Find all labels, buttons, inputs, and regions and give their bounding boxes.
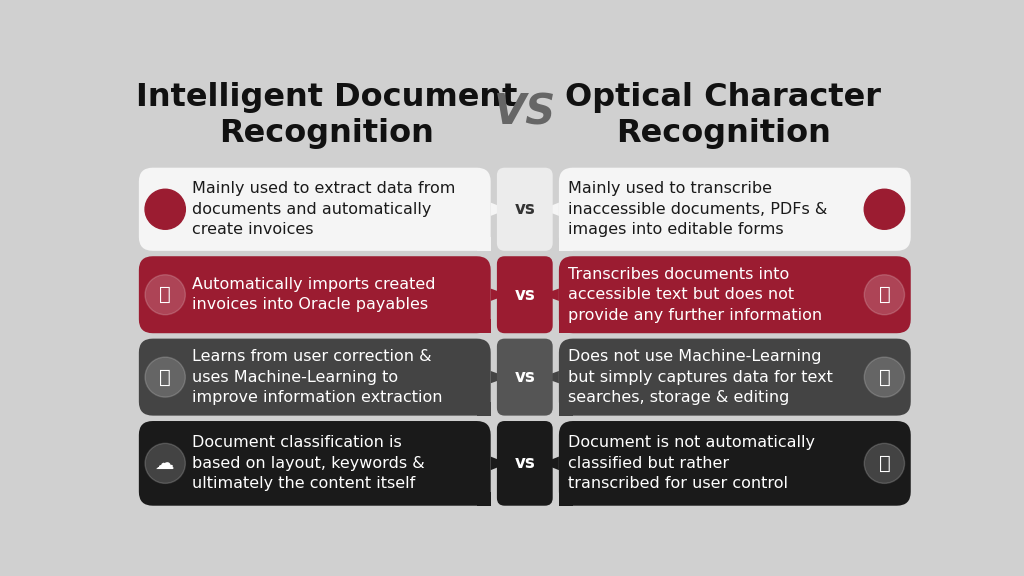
Text: 🗂: 🗂 <box>879 285 890 304</box>
Polygon shape <box>542 457 559 470</box>
Polygon shape <box>542 203 559 216</box>
FancyBboxPatch shape <box>139 256 490 334</box>
Polygon shape <box>490 203 508 216</box>
Circle shape <box>864 190 904 229</box>
Text: Transcribes documents into
accessible text but does not
provide any further info: Transcribes documents into accessible te… <box>568 267 822 323</box>
Text: 📄: 📄 <box>879 200 890 219</box>
Text: Automatically imports created
invoices into Oracle payables: Automatically imports created invoices i… <box>191 277 435 312</box>
Text: 💻: 💻 <box>160 367 171 386</box>
Polygon shape <box>490 289 508 301</box>
Circle shape <box>145 357 185 397</box>
Text: vs: vs <box>514 454 536 472</box>
FancyBboxPatch shape <box>497 421 553 506</box>
Circle shape <box>145 275 185 314</box>
Text: vs: vs <box>514 286 536 304</box>
Text: 📋: 📋 <box>160 200 171 219</box>
Bar <box>477 402 490 416</box>
FancyBboxPatch shape <box>559 256 910 334</box>
Text: vs: vs <box>514 200 536 218</box>
FancyBboxPatch shape <box>139 168 490 251</box>
Text: Does not use Machine-Learning
but simply captures data for text
searches, storag: Does not use Machine-Learning but simply… <box>568 349 834 405</box>
FancyBboxPatch shape <box>497 168 553 251</box>
Polygon shape <box>542 371 559 383</box>
Circle shape <box>145 444 185 483</box>
Bar <box>559 492 572 506</box>
Text: vs: vs <box>514 368 536 386</box>
Text: Optical Character
Recognition: Optical Character Recognition <box>565 82 882 149</box>
Polygon shape <box>490 457 508 470</box>
Circle shape <box>145 190 185 229</box>
Bar <box>559 237 572 251</box>
Text: ☁: ☁ <box>156 454 175 473</box>
FancyBboxPatch shape <box>139 339 490 416</box>
Text: 💰: 💰 <box>160 285 171 304</box>
FancyBboxPatch shape <box>139 421 490 506</box>
Text: 🔍: 🔍 <box>879 367 890 386</box>
Text: Document is not automatically
classified but rather
transcribed for user control: Document is not automatically classified… <box>568 435 815 491</box>
Text: Document classification is
based on layout, keywords &
ultimately the content it: Document classification is based on layo… <box>191 435 424 491</box>
Bar <box>477 237 490 251</box>
Text: Learns from user correction &
uses Machine-Learning to
improve information extra: Learns from user correction & uses Machi… <box>191 349 442 405</box>
FancyBboxPatch shape <box>559 339 910 416</box>
FancyBboxPatch shape <box>559 168 910 251</box>
Text: Mainly used to transcribe
inaccessible documents, PDFs &
images into editable fo: Mainly used to transcribe inaccessible d… <box>568 181 827 237</box>
Polygon shape <box>542 289 559 301</box>
FancyBboxPatch shape <box>497 339 553 416</box>
FancyBboxPatch shape <box>559 421 910 506</box>
Bar <box>559 402 572 416</box>
Text: VS: VS <box>494 91 556 133</box>
FancyBboxPatch shape <box>497 256 553 334</box>
Circle shape <box>864 444 904 483</box>
Text: 👤: 👤 <box>879 454 890 473</box>
Polygon shape <box>490 371 508 383</box>
Bar <box>559 319 572 334</box>
Text: Intelligent Document
Recognition: Intelligent Document Recognition <box>136 82 517 149</box>
Circle shape <box>864 275 904 314</box>
Bar <box>477 319 490 334</box>
Circle shape <box>864 357 904 397</box>
Bar <box>477 492 490 506</box>
Text: Mainly used to extract data from
documents and automatically
create invoices: Mainly used to extract data from documen… <box>191 181 455 237</box>
